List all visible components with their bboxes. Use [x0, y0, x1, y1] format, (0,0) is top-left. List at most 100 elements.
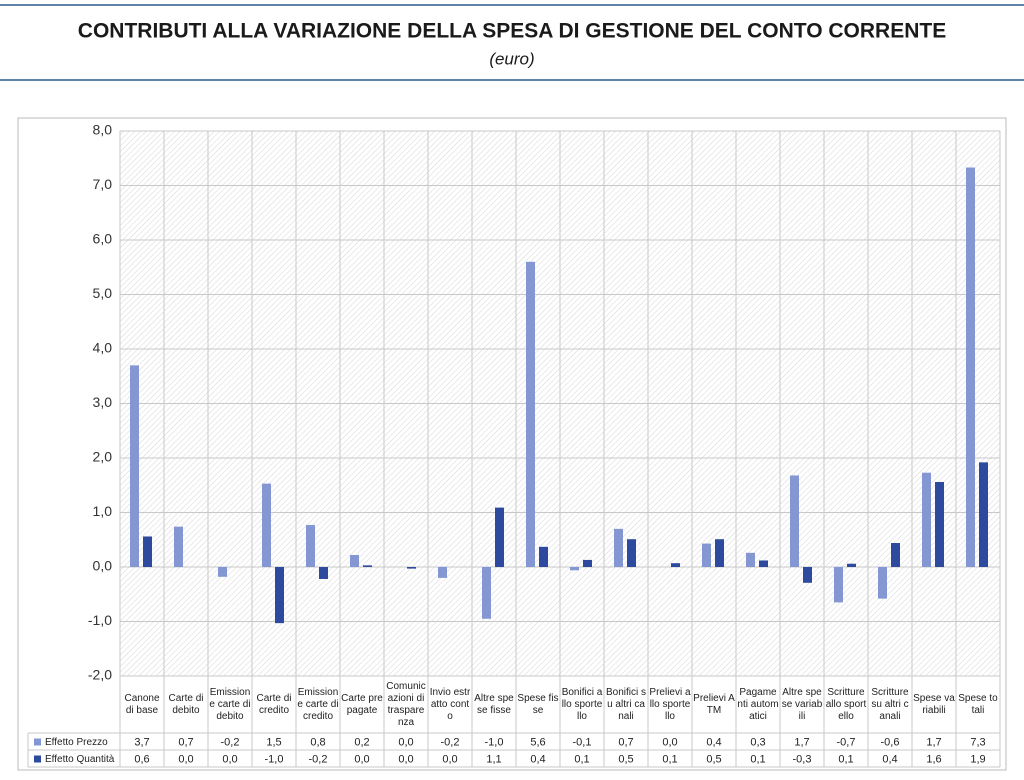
table-value: 1,6 [926, 753, 941, 765]
x-tick-label: Carte di debito [168, 692, 204, 716]
table-value: 0,0 [398, 736, 413, 748]
bar [790, 475, 799, 567]
legend-label: Effetto Quantità [45, 754, 115, 765]
x-tick-label: Scritture su altri canali [871, 686, 909, 722]
table-value: 0,1 [574, 753, 589, 765]
bar [759, 560, 768, 567]
category-cell: Comunicazioni di trasparenza [386, 680, 426, 728]
bar [363, 565, 372, 567]
table-value: 0,0 [442, 753, 457, 765]
table-value: 0,0 [398, 753, 413, 765]
y-tick-label: 8,0 [93, 122, 113, 138]
category-cell: Emissione carte di debito [209, 686, 251, 722]
bar [891, 543, 900, 567]
category-cell: Spese totali [958, 692, 998, 716]
bar [143, 536, 152, 567]
table-value: 0,0 [354, 753, 369, 765]
bar [539, 546, 548, 567]
table-value: -0,3 [793, 753, 812, 765]
category-cell: Canone di base [124, 692, 160, 716]
x-tick-label: Bonifici allo sportello [561, 686, 603, 722]
category-cell: Spese fisse [517, 693, 558, 716]
x-tick-label: Spese variabili [913, 692, 955, 716]
category-cell: Scritture allo sportello [825, 686, 867, 722]
x-tick-label: Spese totali [958, 692, 998, 716]
bar [275, 567, 284, 624]
x-tick-label: Comunicazioni di trasparenza [386, 680, 426, 728]
chart-title: CONTRIBUTI ALLA VARIAZIONE DELLA SPESA D… [78, 20, 946, 43]
table-value: 1,7 [794, 736, 809, 748]
table-value: 0,5 [706, 753, 721, 765]
bar [350, 555, 359, 567]
table-value: 0,4 [706, 736, 721, 748]
table-value: -0,2 [221, 736, 240, 748]
bar [935, 481, 944, 567]
bar [878, 567, 887, 599]
bar [715, 539, 724, 567]
bar [570, 567, 579, 571]
bar [966, 167, 975, 567]
x-tick-label: Emissione carte di credito [297, 686, 339, 722]
x-tick-label: Carte prepagate [341, 692, 383, 716]
table-value: 1,7 [926, 736, 941, 748]
table-value: 0,4 [882, 753, 897, 765]
x-tick-label: Canone di base [124, 692, 160, 716]
bar [922, 472, 931, 567]
category-cell: Bonifici allo sportello [561, 686, 603, 722]
y-tick-label: 4,0 [93, 340, 113, 356]
bar [262, 483, 271, 567]
x-tick-label: Prelievi allo sportello [649, 686, 691, 722]
y-tick-label: 0,0 [93, 558, 113, 574]
table-value: 0,7 [618, 736, 633, 748]
bar [130, 365, 139, 567]
bar [803, 567, 812, 583]
table-value: 5,6 [530, 736, 545, 748]
bar [979, 462, 988, 567]
table-value: -0,6 [881, 736, 900, 748]
bar [306, 525, 315, 567]
category-cell: Carte prepagate [341, 692, 383, 716]
y-tick-label: -2,0 [88, 667, 112, 683]
x-tick-label: Altre spese variabili [781, 686, 823, 722]
chart-subtitle: (euro) [489, 49, 534, 68]
table-value: -0,7 [837, 736, 856, 748]
y-tick-label: 1,0 [93, 503, 113, 519]
category-cell: Bonifici su altri canali [605, 686, 646, 722]
table-value: 0,7 [178, 736, 193, 748]
table-value: 0,4 [530, 753, 545, 765]
x-tick-label: Carte di credito [256, 692, 292, 716]
table-value: 0,6 [134, 753, 149, 765]
category-cell: Prelievi ATM [693, 693, 735, 716]
category-cell: Prelievi allo sportello [649, 686, 691, 722]
bar [583, 559, 592, 567]
table-value: 0,0 [662, 736, 677, 748]
bar [218, 567, 227, 577]
x-tick-label: Scritture allo sportello [825, 686, 867, 722]
y-tick-label: -1,0 [88, 612, 112, 628]
bar [526, 261, 535, 567]
category-cell: Invio estratto conto [430, 687, 471, 722]
bar [495, 507, 504, 567]
table-value: 0,2 [354, 736, 369, 748]
bar [627, 539, 636, 567]
x-tick-label: Bonifici su altri canali [605, 686, 646, 722]
category-cell: Emissione carte di credito [297, 686, 339, 722]
table-value: -0,1 [573, 736, 592, 748]
category-cell: Altre spese fisse [474, 692, 514, 716]
table-value: -0,2 [441, 736, 460, 748]
bar [482, 567, 491, 619]
table-value: -1,0 [485, 736, 504, 748]
category-cell: Spese variabili [913, 692, 955, 716]
x-tick-label: Altre spese fisse [474, 692, 514, 716]
y-tick-label: 7,0 [93, 176, 113, 192]
table-value: 0,0 [222, 753, 237, 765]
legend-swatch [34, 755, 41, 763]
table-value: 0,1 [662, 753, 677, 765]
bar [319, 567, 328, 579]
y-tick-label: 2,0 [93, 449, 113, 465]
category-cell: Scritture su altri canali [871, 686, 909, 722]
x-tick-label: Emissione carte di debito [209, 686, 251, 722]
bar [671, 563, 680, 567]
table-value: 1,9 [970, 753, 985, 765]
